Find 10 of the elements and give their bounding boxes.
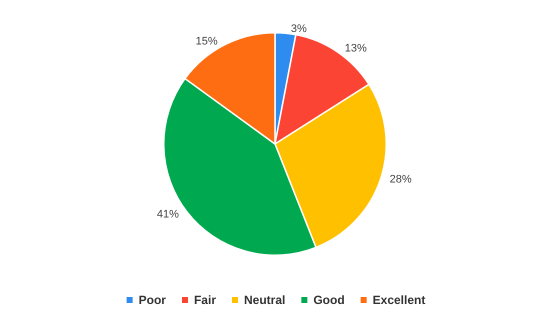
legend-label: Fair (194, 293, 216, 307)
legend-label: Good (313, 293, 345, 307)
legend-label: Excellent (372, 293, 426, 307)
data-label: 15% (196, 35, 218, 48)
data-label: 28% (390, 174, 412, 186)
data-label: 13% (344, 42, 368, 55)
data-label: 41% (156, 208, 180, 221)
data-label: 3% (290, 23, 307, 36)
legend-label: Neutral (244, 293, 286, 307)
legend-label: Poor (138, 293, 166, 307)
